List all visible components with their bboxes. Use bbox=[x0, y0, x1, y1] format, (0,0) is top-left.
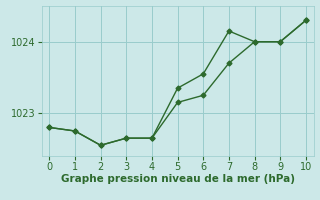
X-axis label: Graphe pression niveau de la mer (hPa): Graphe pression niveau de la mer (hPa) bbox=[60, 174, 295, 184]
